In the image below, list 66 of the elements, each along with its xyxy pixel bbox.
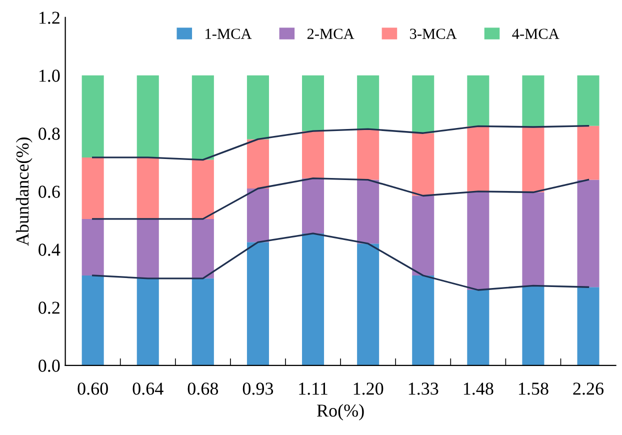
legend-label: 2-MCA [307, 28, 354, 39]
bar [577, 287, 600, 366]
bar [82, 276, 104, 366]
x-tick-label: 2.26 [573, 382, 604, 395]
line-series [92, 125, 590, 161]
bar [192, 75, 214, 160]
x-tick-label: 1.33 [408, 382, 438, 395]
x-tick-label: 0.60 [78, 382, 108, 395]
bar [246, 139, 269, 188]
bar [192, 218, 214, 278]
bar [412, 276, 434, 366]
bar [246, 75, 269, 140]
legend-label: 3-MCA [410, 28, 457, 39]
x-tick-label: 1.48 [464, 382, 494, 395]
x-tick-label: 0.64 [132, 382, 164, 395]
x-tick-label: 0.93 [242, 382, 274, 395]
y-tick-label: 0.8 [38, 128, 60, 140]
bar [136, 75, 159, 158]
x-tick-label: 1.20 [354, 382, 384, 395]
y-axis-title: Abundance(%) [16, 138, 32, 246]
bar [522, 286, 544, 366]
bar [577, 180, 600, 288]
bar [82, 218, 104, 276]
bar [357, 244, 380, 366]
bar [522, 192, 544, 286]
bar [412, 133, 434, 196]
y-tick-label: 0.2 [38, 302, 60, 314]
bar [577, 75, 600, 126]
bar [357, 75, 380, 130]
line-series [92, 232, 590, 291]
y-tick-label: 0.4 [38, 244, 60, 256]
bar [467, 290, 490, 366]
bar [577, 126, 600, 180]
bar [467, 191, 490, 290]
legend-label: 1-MCA [206, 28, 252, 39]
bar [302, 131, 324, 178]
bar [192, 160, 214, 219]
bar [246, 242, 269, 366]
bar [136, 218, 159, 278]
bar [522, 75, 544, 128]
bar [192, 278, 214, 366]
bar [82, 75, 104, 158]
y-tick-label: 0.6 [38, 186, 60, 198]
legend-label: 4-MCA [512, 28, 560, 39]
bar [357, 180, 380, 244]
x-tick-label: 0.68 [188, 382, 218, 395]
x-tick-label: 1.58 [519, 382, 548, 395]
x-axis-title: Ro(%) [316, 404, 364, 420]
bar [467, 75, 490, 126]
bar [357, 129, 380, 180]
y-tick-label: 1.2 [39, 12, 60, 24]
bar [522, 127, 544, 192]
bar [302, 233, 324, 366]
y-tick-label: 0.0 [38, 360, 60, 372]
bar [302, 178, 324, 234]
x-tick-label: 1.11 [299, 382, 328, 395]
bar [136, 278, 159, 366]
y-tick-label: 1.0 [39, 70, 60, 82]
bar [136, 157, 159, 219]
line-series [92, 178, 590, 220]
bar [82, 157, 104, 219]
bar [302, 75, 324, 132]
bar [412, 196, 434, 276]
bar [412, 75, 434, 134]
bar [467, 126, 490, 192]
bar [246, 188, 269, 242]
